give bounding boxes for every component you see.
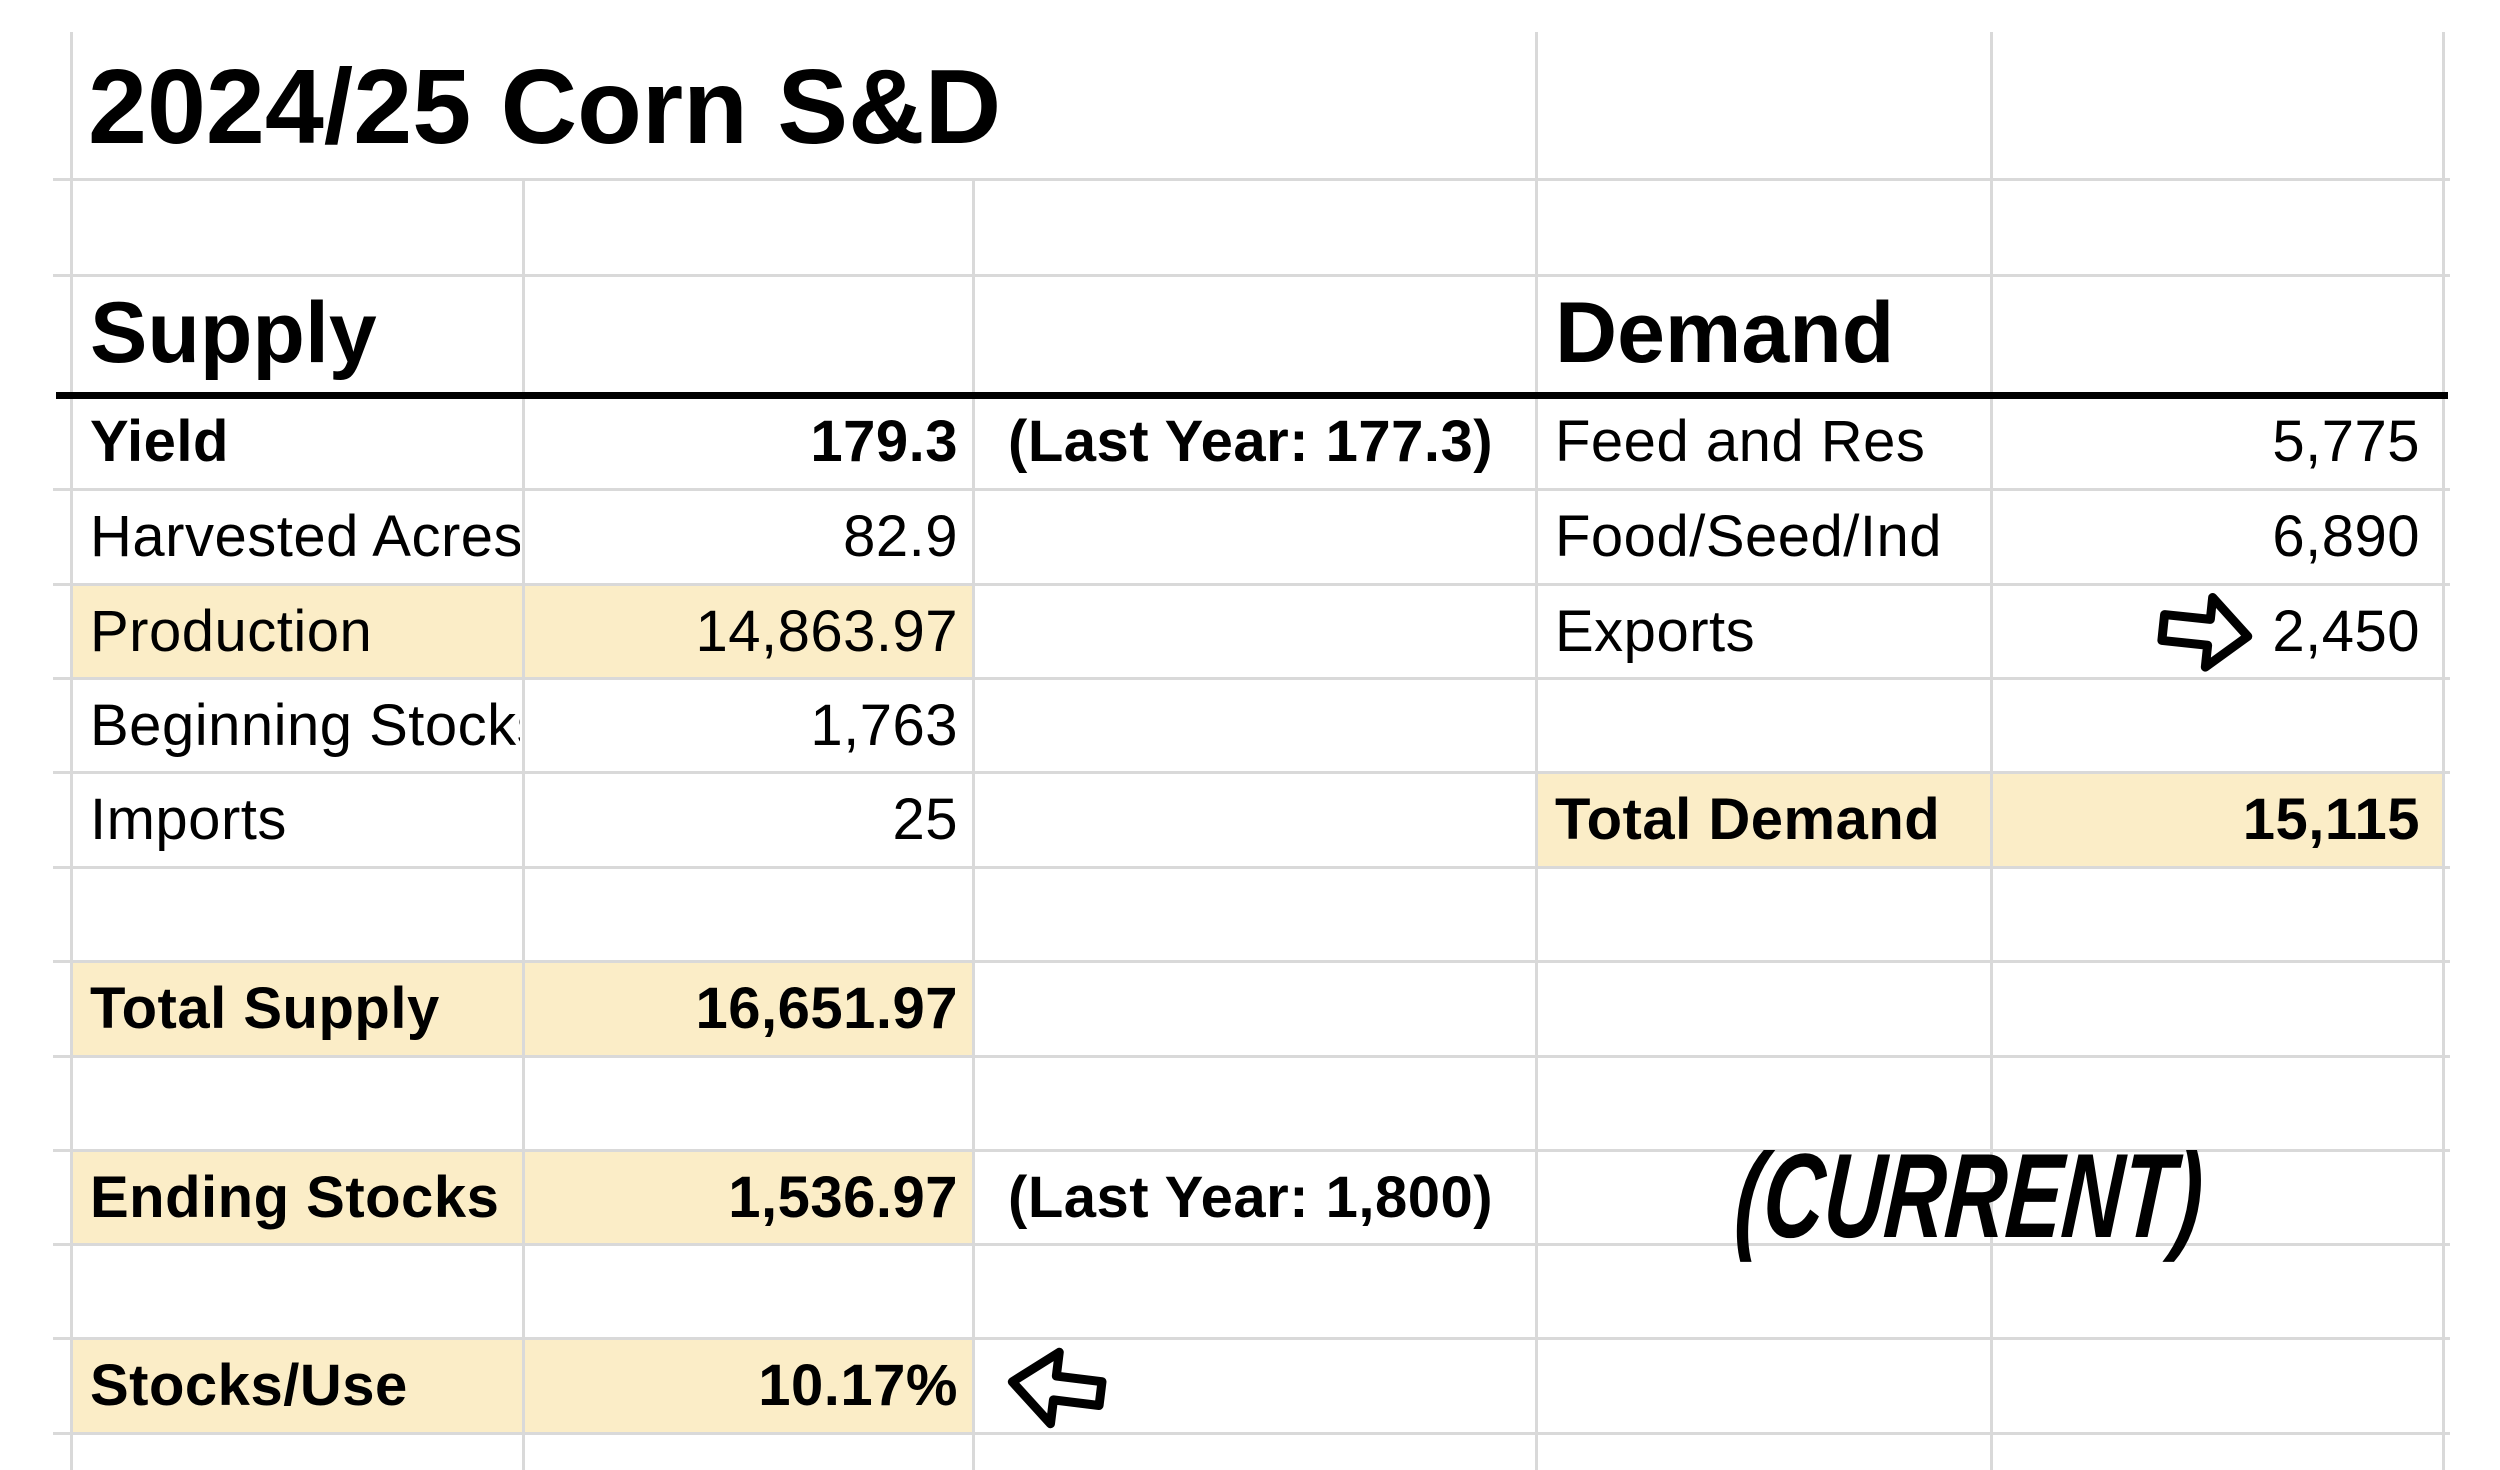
gridline-row [53, 1055, 2450, 1058]
cell-ending-stocks-value[interactable]: 1,536.97 [728, 1165, 958, 1230]
cell-total-demand-value[interactable]: 15,115 [2242, 787, 2420, 852]
gridline-row [53, 1432, 2450, 1435]
cell-total-supply-value[interactable]: 16,651.97 [695, 976, 958, 1041]
sheet-title[interactable]: 2024/25 Corn S&D [88, 48, 1002, 166]
cell-stocks-use-value[interactable]: 10.17% [758, 1353, 958, 1418]
header-divider-line [56, 392, 2448, 399]
cell-food-seed-ind-value[interactable]: 6,890 [2272, 504, 2420, 569]
cell-total-demand-label[interactable]: Total Demand [1555, 787, 1941, 852]
gridline-col-b-c [972, 178, 975, 1470]
gridline-row [53, 771, 2450, 774]
gridline-col-d-e [1990, 32, 1993, 1470]
gridline-row [53, 1337, 2450, 1340]
gridline-row [53, 178, 2450, 181]
cell-ending-stocks-last-year-note[interactable]: (Last Year: 1,800) [1008, 1165, 1494, 1230]
gridline-row [53, 1149, 2450, 1152]
gridline-right-border [2442, 32, 2445, 1470]
cell-harvested-acres-value[interactable]: 82.9 [843, 504, 958, 569]
gridline-row [53, 1243, 2450, 1246]
cell-imports-label[interactable]: Imports [90, 787, 287, 852]
cell-feed-and-res-value[interactable]: 5,775 [2272, 409, 2420, 474]
cell-beginning-stocks-label[interactable]: Beginning Stocks [90, 693, 520, 758]
cell-yield-last-year-note[interactable]: (Last Year: 177.3) [1008, 409, 1494, 474]
exports-arrow-icon[interactable] [2152, 583, 2261, 681]
cell-ending-stocks-label[interactable]: Ending Stocks [90, 1165, 500, 1230]
gridline-row [53, 677, 2450, 680]
gridline-row [53, 274, 2450, 277]
cell-total-supply-label[interactable]: Total Supply [90, 976, 440, 1041]
cell-stocks-use-label[interactable]: Stocks/Use [90, 1353, 408, 1418]
cell-yield-value[interactable]: 179.3 [810, 409, 958, 474]
cell-exports-label[interactable]: Exports [1555, 599, 1756, 664]
cell-harvested-acres-label[interactable]: Harvested Acres [90, 504, 520, 569]
gridline-col-c-d [1535, 32, 1538, 1470]
stocks-use-arrow-icon[interactable] [997, 1334, 1114, 1440]
cell-feed-and-res-label[interactable]: Feed and Res [1555, 409, 1926, 474]
cell-exports-value[interactable]: 2,450 [2272, 599, 2420, 664]
gridline-row [53, 960, 2450, 963]
gridline-row [53, 488, 2450, 491]
demand-header[interactable]: Demand [1555, 285, 1895, 381]
gridline-row [53, 866, 2450, 869]
cell-production-label[interactable]: Production [90, 599, 373, 664]
current-annotation[interactable]: (CURRENT) [1731, 1129, 2208, 1263]
gridline-col-a-b [522, 178, 525, 1470]
cell-beginning-stocks-value[interactable]: 1,763 [810, 693, 958, 758]
cell-imports-value[interactable]: 25 [892, 787, 958, 852]
cell-food-seed-ind-label[interactable]: Food/Seed/Ind [1555, 504, 1943, 569]
cell-production-value[interactable]: 14,863.97 [695, 599, 958, 664]
cell-yield-label[interactable]: Yield [90, 409, 229, 474]
gridline-left-border [70, 32, 73, 1470]
supply-header[interactable]: Supply [90, 285, 377, 381]
gridline-row [53, 583, 2450, 586]
